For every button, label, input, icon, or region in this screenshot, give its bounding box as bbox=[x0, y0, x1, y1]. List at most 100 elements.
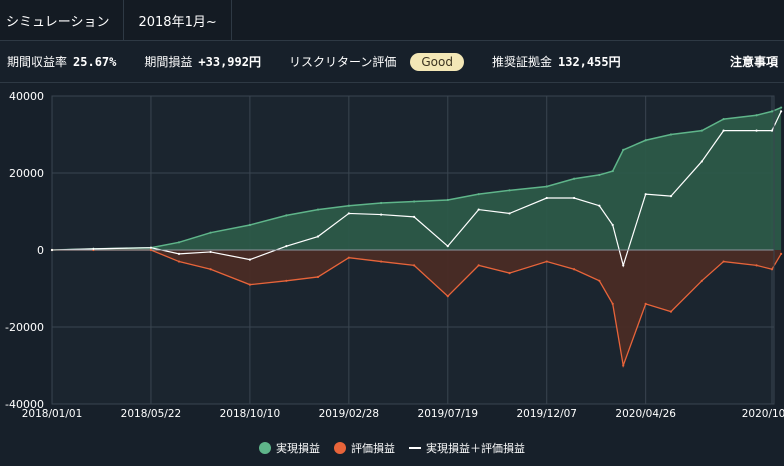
unrealized-point bbox=[622, 364, 625, 367]
total-point bbox=[669, 195, 673, 198]
x-tick-label: 2019/07/19 bbox=[418, 408, 479, 420]
return-value: 25.67% bbox=[73, 54, 117, 69]
total-point bbox=[780, 110, 783, 113]
legend-item-realized[interactable]: 実現損益 bbox=[259, 440, 320, 456]
unrealized-point bbox=[644, 302, 647, 305]
realized-point bbox=[477, 193, 480, 196]
x-tick-label: 2020/04/26 bbox=[615, 408, 676, 420]
total-point bbox=[285, 245, 288, 248]
total-point bbox=[722, 129, 725, 132]
realized-point bbox=[598, 173, 601, 177]
pnl-label: 期間損益 bbox=[144, 55, 193, 69]
stats-bar: 期間収益率 25.67% 期間損益 +33,992円 リスクリターン評価 Goo… bbox=[0, 41, 784, 83]
chart-legend: 実現損益 評価損益 実現損益＋評価損益 bbox=[0, 439, 784, 457]
total-point bbox=[508, 212, 511, 215]
y-tick-label: -40000 bbox=[5, 398, 44, 411]
x-tick-label: 2018/05/22 bbox=[121, 408, 182, 420]
realized-swatch bbox=[259, 442, 271, 454]
legend-label-realized: 実現損益 bbox=[276, 442, 320, 455]
total-point bbox=[700, 160, 703, 163]
total-point bbox=[644, 193, 647, 196]
unrealized-point bbox=[149, 248, 153, 252]
tab-period[interactable]: 2018年1月~ bbox=[124, 0, 232, 40]
unrealized-point bbox=[611, 302, 614, 305]
total-point bbox=[347, 212, 350, 215]
realized-point bbox=[755, 114, 758, 117]
margin-label: 推奨証拠金 bbox=[491, 55, 552, 69]
realized-point bbox=[413, 200, 416, 203]
x-tick-label: 2019/02/28 bbox=[319, 408, 380, 420]
total-line bbox=[51, 111, 782, 268]
total-point bbox=[622, 264, 625, 267]
total-point bbox=[545, 196, 548, 200]
unrealized-point bbox=[573, 268, 576, 271]
realized-point bbox=[380, 201, 383, 205]
realized-point bbox=[780, 106, 783, 109]
total-point bbox=[446, 245, 449, 248]
realized-point bbox=[622, 148, 625, 151]
total-point bbox=[209, 250, 212, 254]
realized-point bbox=[285, 214, 288, 217]
x-tick-label: 2019/12/07 bbox=[516, 408, 577, 420]
pnl-value: +33,992円 bbox=[198, 55, 261, 69]
realized-point bbox=[545, 185, 548, 188]
tab-simulation[interactable]: シミュレーション bbox=[0, 0, 125, 40]
x-tick-label: 2018/10/10 bbox=[220, 408, 281, 420]
total-point bbox=[611, 223, 614, 227]
margin-value: 132,455円 bbox=[558, 55, 621, 69]
unrealized-point bbox=[347, 256, 350, 259]
total-point bbox=[92, 247, 95, 250]
notice-link[interactable]: 注意事項 bbox=[729, 55, 778, 69]
total-point bbox=[413, 215, 416, 218]
unrealized-point bbox=[770, 268, 774, 271]
total-point bbox=[316, 235, 320, 238]
unrealized-point bbox=[780, 252, 783, 255]
realized-point bbox=[347, 204, 350, 207]
total-point bbox=[573, 196, 576, 200]
unrealized-point bbox=[669, 310, 673, 313]
unrealized-point bbox=[700, 279, 703, 282]
total-point bbox=[50, 248, 54, 252]
risk-label: リスクリターン評価 bbox=[288, 55, 397, 69]
total-point bbox=[770, 129, 774, 132]
unrealized-point bbox=[177, 260, 181, 263]
realized-area bbox=[52, 107, 782, 250]
realized-point bbox=[770, 110, 774, 113]
unrealized-point bbox=[545, 260, 548, 263]
total-point bbox=[177, 252, 181, 255]
stat-margin: 推奨証拠金 132,455円 bbox=[492, 53, 621, 70]
unrealized-point bbox=[316, 275, 320, 279]
unrealized-point bbox=[248, 283, 251, 286]
unrealized-point bbox=[446, 295, 449, 298]
total-point bbox=[477, 208, 480, 211]
total-point bbox=[380, 213, 383, 216]
realized-point bbox=[669, 133, 673, 136]
total-point bbox=[248, 258, 251, 261]
realized-point bbox=[611, 169, 614, 173]
realized-point bbox=[700, 129, 703, 132]
x-tick-label: 2020/10/23 bbox=[742, 408, 784, 420]
total-point bbox=[598, 204, 601, 207]
realized-point bbox=[508, 189, 511, 192]
realized-point bbox=[209, 231, 212, 234]
y-tick-label: 0 bbox=[37, 244, 44, 257]
risk-badge: Good bbox=[410, 52, 464, 71]
realized-point bbox=[248, 223, 251, 227]
x-tick-label: 2018/01/01 bbox=[22, 408, 83, 420]
realized-point bbox=[644, 139, 647, 142]
total-point bbox=[755, 129, 758, 132]
y-tick-label: 20000 bbox=[9, 167, 44, 180]
realized-point bbox=[722, 118, 725, 121]
unrealized-swatch bbox=[334, 442, 346, 454]
unrealized-point bbox=[413, 264, 416, 267]
unrealized-point bbox=[508, 272, 511, 275]
stat-pnl: 期間損益 +33,992円 bbox=[144, 53, 261, 70]
legend-item-total[interactable]: 実現損益＋評価損益 bbox=[409, 440, 525, 456]
unrealized-point bbox=[722, 260, 725, 263]
legend-label-total: 実現損益＋評価損益 bbox=[426, 442, 525, 455]
return-label: 期間収益率 bbox=[7, 55, 68, 69]
y-tick-label: -20000 bbox=[5, 321, 44, 334]
legend-label-unrealized: 評価損益 bbox=[351, 442, 395, 455]
realized-line bbox=[51, 106, 782, 251]
legend-item-unrealized[interactable]: 評価損益 bbox=[334, 440, 395, 456]
